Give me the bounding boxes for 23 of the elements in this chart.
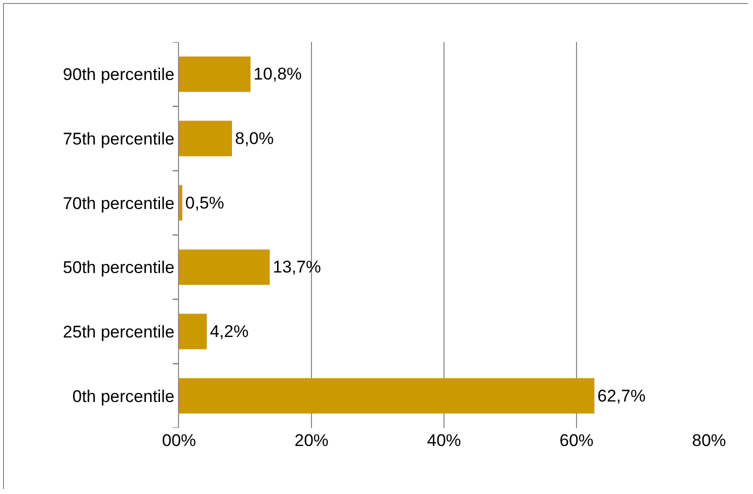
data-label: 8,0% (235, 129, 274, 148)
bar (179, 378, 594, 414)
data-label: 13,7% (272, 258, 321, 277)
data-label: 0,5% (185, 193, 224, 212)
y-tick-label: 0th percentile (72, 386, 174, 406)
x-tick-label: 60% (559, 431, 594, 450)
y-tick-label: 25th percentile (62, 322, 174, 342)
y-tick-label: 90th percentile (62, 65, 174, 84)
x-tick-label: 40% (426, 431, 462, 450)
bar (179, 56, 251, 92)
bar (179, 185, 182, 221)
y-tick-label: 50th percentile (62, 258, 174, 278)
x-tick-label: 80% (692, 431, 726, 450)
x-tick-label: 00% (162, 431, 196, 450)
data-label: 10,8% (254, 64, 302, 84)
bar (179, 314, 207, 350)
bar (179, 120, 232, 156)
data-label: 4,2% (210, 322, 249, 341)
y-tick-label: 75th percentile (62, 129, 174, 148)
bar (179, 249, 270, 285)
x-tick-label: 20% (294, 431, 329, 450)
y-tick-label: 70th percentile (62, 194, 174, 213)
data-label: 62,7% (597, 386, 646, 406)
